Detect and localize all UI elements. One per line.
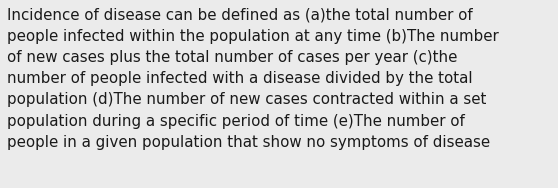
Text: Incidence of disease can be defined as (a)the total number of
people infected wi: Incidence of disease can be defined as (… bbox=[7, 8, 498, 150]
